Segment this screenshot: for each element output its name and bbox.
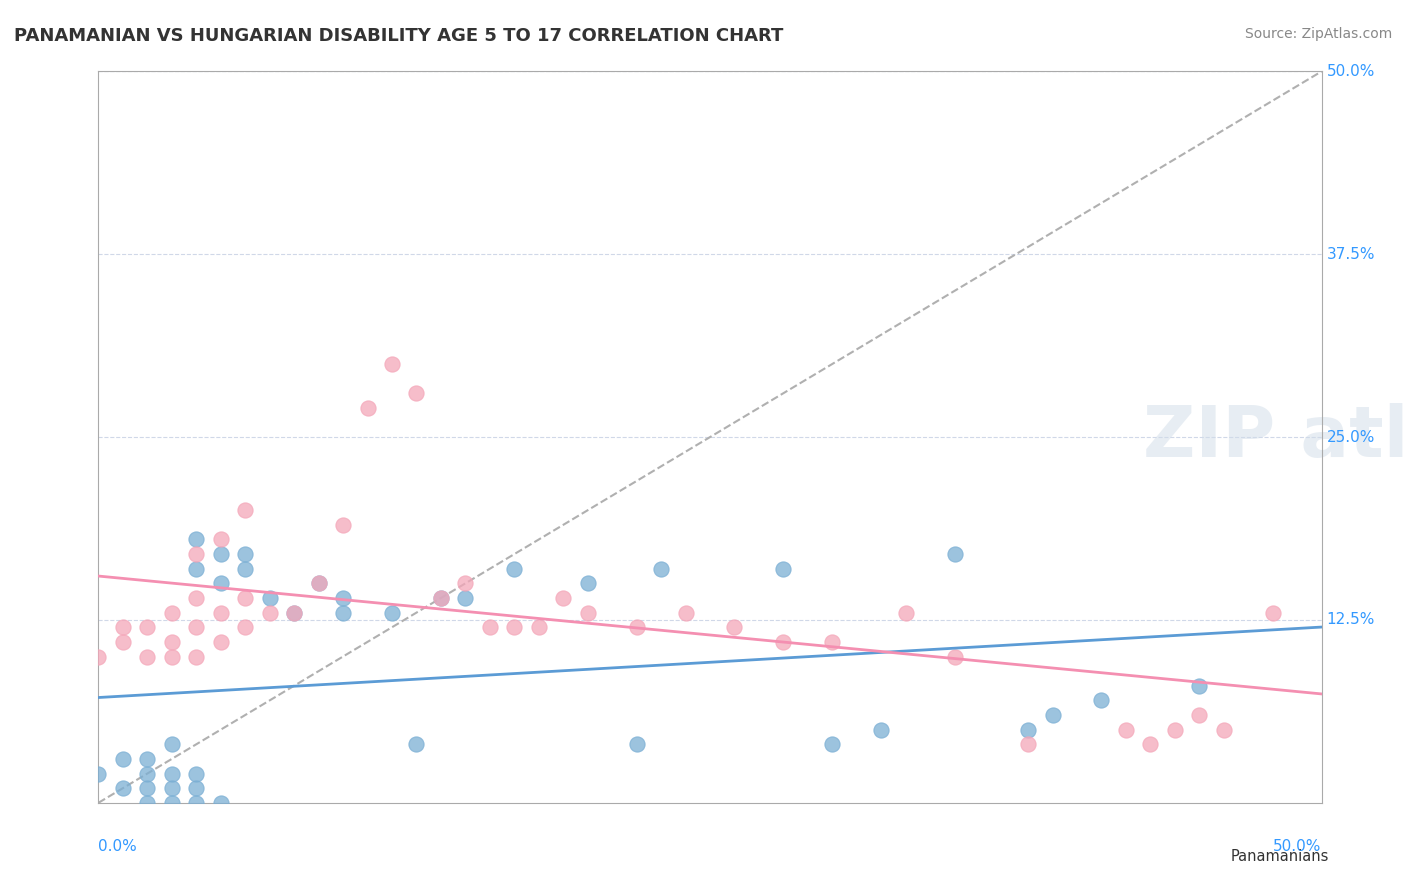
Point	[233, 591, 256, 605]
Point	[1164, 723, 1187, 737]
Point	[283, 606, 305, 620]
Point	[136, 766, 159, 780]
Point	[136, 620, 159, 634]
Point	[136, 796, 159, 810]
Point	[111, 635, 134, 649]
Point	[478, 620, 501, 634]
Point	[381, 606, 404, 620]
Point	[1261, 606, 1284, 620]
Point	[821, 737, 844, 751]
Point	[943, 547, 966, 561]
Point	[233, 503, 256, 517]
Point	[209, 576, 232, 591]
Point	[503, 562, 526, 576]
Point	[111, 620, 134, 634]
Point	[209, 635, 232, 649]
Point	[87, 766, 110, 780]
Point	[332, 591, 354, 605]
Point	[186, 562, 208, 576]
Point	[233, 547, 256, 561]
Point	[430, 591, 453, 605]
Point	[553, 591, 575, 605]
Text: 25.0%: 25.0%	[1326, 430, 1375, 444]
Point	[675, 606, 697, 620]
Point	[527, 620, 550, 634]
Point	[233, 620, 256, 634]
Point	[160, 766, 183, 780]
Text: 50.0%: 50.0%	[1274, 839, 1322, 855]
Text: 0.0%: 0.0%	[98, 839, 138, 855]
Text: Panamanians: Panamanians	[1232, 849, 1330, 864]
Point	[160, 781, 183, 796]
Point	[308, 576, 330, 591]
Point	[943, 649, 966, 664]
Point	[160, 737, 183, 751]
Point	[1212, 723, 1234, 737]
Text: ZIP atlas: ZIP atlas	[1143, 402, 1406, 472]
Point	[1017, 723, 1039, 737]
Point	[186, 781, 208, 796]
Point	[259, 606, 281, 620]
Point	[1017, 737, 1039, 751]
Point	[650, 562, 672, 576]
Point	[111, 781, 134, 796]
Point	[111, 752, 134, 766]
Point	[283, 606, 305, 620]
Point	[209, 606, 232, 620]
Point	[233, 562, 256, 576]
Point	[821, 635, 844, 649]
Point	[186, 796, 208, 810]
Point	[87, 649, 110, 664]
Text: 50.0%: 50.0%	[1326, 64, 1375, 78]
Point	[259, 591, 281, 605]
Point	[308, 576, 330, 591]
Point	[160, 649, 183, 664]
Point	[772, 562, 794, 576]
Point	[870, 723, 893, 737]
Point	[430, 591, 453, 605]
Point	[405, 386, 427, 401]
Point	[209, 796, 232, 810]
Point	[136, 781, 159, 796]
Point	[186, 591, 208, 605]
FancyBboxPatch shape	[1175, 842, 1219, 869]
Point	[160, 796, 183, 810]
Point	[186, 547, 208, 561]
Point	[576, 606, 599, 620]
Point	[1042, 708, 1064, 723]
Text: 37.5%: 37.5%	[1326, 247, 1375, 261]
Point	[136, 649, 159, 664]
Point	[1090, 693, 1112, 707]
Point	[1139, 737, 1161, 751]
Point	[186, 620, 208, 634]
Point	[894, 606, 917, 620]
Point	[626, 737, 648, 751]
Point	[576, 576, 599, 591]
Point	[186, 649, 208, 664]
Text: 12.5%: 12.5%	[1326, 613, 1375, 627]
Point	[356, 401, 378, 415]
Point	[209, 547, 232, 561]
Point	[186, 533, 208, 547]
Point	[1188, 708, 1211, 723]
Point	[332, 517, 354, 532]
Point	[136, 752, 159, 766]
Point	[772, 635, 794, 649]
Point	[454, 591, 477, 605]
Point	[1115, 723, 1137, 737]
Point	[626, 620, 648, 634]
Point	[405, 737, 427, 751]
Point	[381, 357, 404, 371]
Point	[454, 576, 477, 591]
Text: PANAMANIAN VS HUNGARIAN DISABILITY AGE 5 TO 17 CORRELATION CHART: PANAMANIAN VS HUNGARIAN DISABILITY AGE 5…	[14, 27, 783, 45]
Point	[186, 766, 208, 780]
Point	[160, 635, 183, 649]
Point	[160, 606, 183, 620]
Point	[503, 620, 526, 634]
Point	[209, 533, 232, 547]
Point	[1188, 679, 1211, 693]
Point	[332, 606, 354, 620]
Point	[723, 620, 745, 634]
Text: Source: ZipAtlas.com: Source: ZipAtlas.com	[1244, 27, 1392, 41]
